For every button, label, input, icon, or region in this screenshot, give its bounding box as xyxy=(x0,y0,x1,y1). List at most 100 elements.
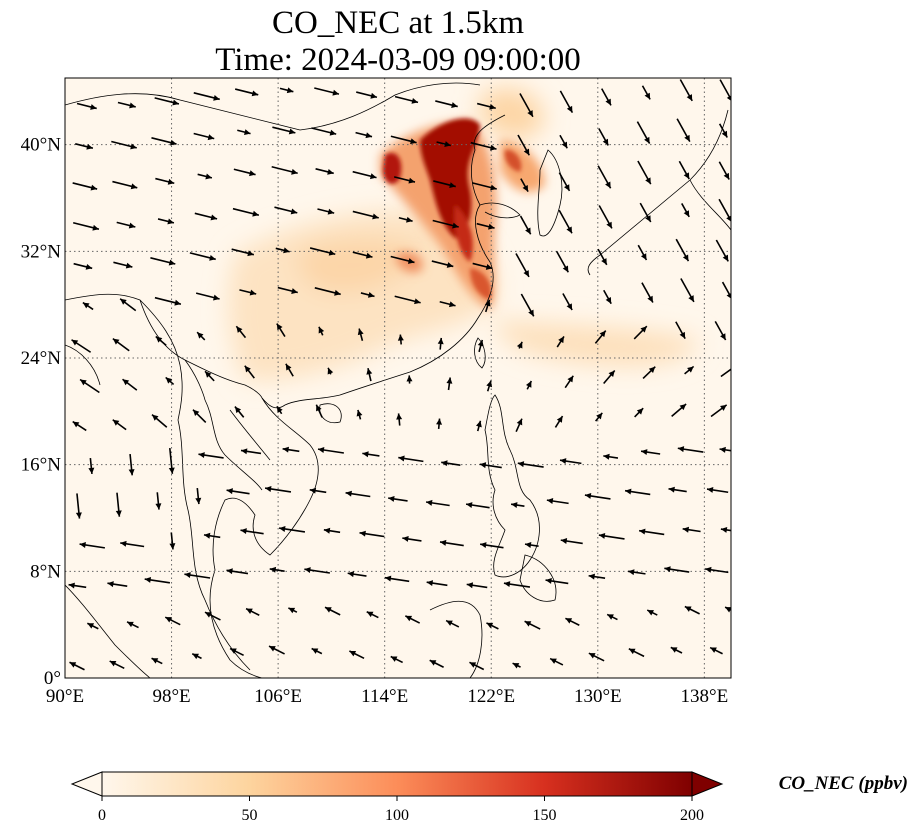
wind-arrow xyxy=(515,253,530,278)
wind-arrow xyxy=(151,414,168,428)
wind-arrow xyxy=(598,205,613,229)
concentration-field xyxy=(228,88,700,381)
wind-arrow xyxy=(279,526,306,533)
wind-arrow xyxy=(555,250,569,273)
wind-arrow xyxy=(117,101,136,109)
wind-arrow xyxy=(113,261,133,269)
wind-arrow xyxy=(519,215,532,235)
wind-arrow xyxy=(79,378,100,394)
wind-arrow xyxy=(706,486,729,494)
wind-arrow xyxy=(317,447,344,454)
wind-arrow xyxy=(516,341,523,349)
wind-arrow xyxy=(641,282,654,303)
lat-tick-label: 0° xyxy=(44,668,61,689)
wind-arrow xyxy=(279,87,294,94)
lat-tick-label: 8°N xyxy=(30,561,61,582)
wind-arrow xyxy=(73,222,100,231)
wind-arrow xyxy=(432,219,459,229)
wind-arrow xyxy=(433,180,456,189)
wind-arrow xyxy=(484,299,491,313)
wind-arrow xyxy=(595,412,603,422)
wind-arrow xyxy=(75,493,82,519)
lon-tick-label: 106°E xyxy=(254,686,302,707)
wind-arrow xyxy=(633,325,648,340)
wind-arrow xyxy=(597,165,612,189)
wind-arrow xyxy=(598,532,625,540)
wind-arrow xyxy=(564,375,574,389)
wind-arrow xyxy=(79,542,105,549)
wind-arrow xyxy=(366,368,373,382)
wind-arrow xyxy=(151,657,163,665)
wind-arrow xyxy=(628,648,645,658)
wind-arrow xyxy=(426,580,448,587)
borneo-north xyxy=(429,600,483,678)
wind-arrow xyxy=(682,526,701,533)
wind-arrow xyxy=(436,141,452,147)
wind-arrow xyxy=(684,605,700,615)
wind-arrow xyxy=(194,212,218,221)
wind-arrow xyxy=(144,576,171,584)
wind-arrow xyxy=(315,168,334,175)
wind-arrow xyxy=(603,369,616,384)
wind-arrow xyxy=(524,542,539,548)
wind-arrow xyxy=(558,172,571,192)
wind-arrow xyxy=(624,488,651,496)
colorbar-tick-label: 50 xyxy=(242,807,258,824)
wind-arrow xyxy=(640,449,661,456)
wind-arrow xyxy=(184,572,211,579)
wind-arrow xyxy=(356,91,378,99)
wind-arrow xyxy=(195,292,220,301)
wind-arrow xyxy=(231,248,255,257)
wind-arrow xyxy=(82,301,94,311)
wind-arrow xyxy=(720,526,731,533)
wind-arrow xyxy=(309,247,336,256)
colorbar-gradient xyxy=(101,771,693,797)
wind-arrow xyxy=(275,247,290,254)
wind-arrow xyxy=(446,377,453,391)
wind-arrow xyxy=(115,492,122,517)
coastlines xyxy=(65,82,731,678)
wind-arrow xyxy=(318,326,325,336)
wind-arrow xyxy=(558,209,573,234)
wind-arrow xyxy=(679,79,693,102)
wind-arrow xyxy=(151,137,177,146)
wind-arrow xyxy=(191,653,202,660)
wind-arrow xyxy=(237,129,251,136)
wind-arrow xyxy=(670,646,683,654)
wind-arrow xyxy=(671,403,687,417)
lat-tick-label: 32°N xyxy=(21,241,62,262)
borders-south-asia xyxy=(65,293,263,421)
wind-arrow xyxy=(169,532,176,550)
wind-arrow xyxy=(274,206,298,215)
wind-arrow xyxy=(445,619,460,628)
wind-arrow xyxy=(677,446,704,453)
wind-arrow xyxy=(195,487,202,505)
wind-arrow xyxy=(88,457,95,475)
wind-arrow xyxy=(360,291,375,298)
wind-arrow xyxy=(466,582,488,589)
colorbar-tick-label: 100 xyxy=(385,807,409,824)
wind-arrow xyxy=(718,123,728,138)
wind-arrow xyxy=(86,622,99,630)
lat-tick-label: 40°N xyxy=(21,135,62,156)
wind-arrow xyxy=(719,79,731,101)
wind-arrow xyxy=(636,121,651,144)
wind-arrow xyxy=(565,617,580,626)
wind-arrow xyxy=(588,573,606,580)
wind-arrow xyxy=(165,376,175,386)
wind-arrow xyxy=(503,581,531,588)
wind-arrow xyxy=(197,173,213,180)
wind-arrow xyxy=(476,102,496,110)
colorbar-tick-label: 200 xyxy=(680,807,704,824)
wind-arrow xyxy=(517,461,544,468)
wind-arrow xyxy=(601,88,612,106)
wind-arrow xyxy=(441,460,461,467)
wind-arrow xyxy=(520,293,535,317)
wind-arrow xyxy=(122,378,138,391)
wind-arrow xyxy=(271,166,298,175)
wind-arrow xyxy=(189,252,216,261)
wind-arrow xyxy=(276,323,286,337)
wind-arrow xyxy=(705,566,729,574)
wind-arrow xyxy=(362,451,380,458)
